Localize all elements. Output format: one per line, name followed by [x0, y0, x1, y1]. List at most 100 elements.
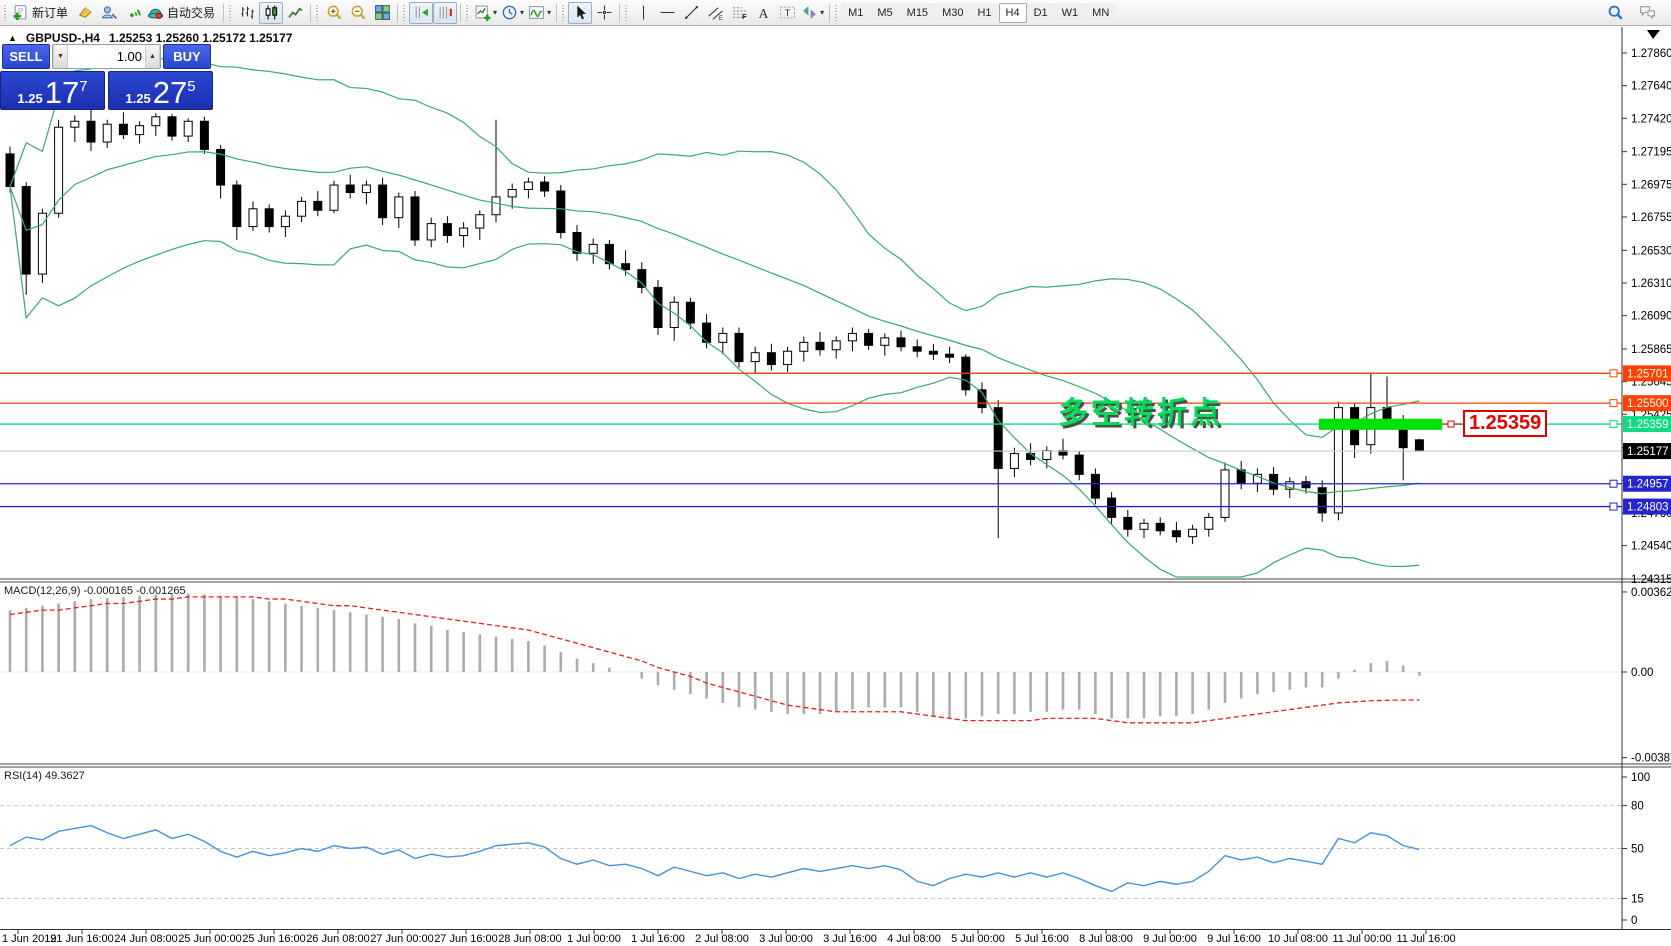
buy-button[interactable]: BUY	[163, 44, 211, 69]
svg-text:1 Jun 2019: 1 Jun 2019	[2, 933, 56, 945]
timeframe-m5-button[interactable]: M5	[870, 2, 900, 23]
svg-text:24 Jun 08:00: 24 Jun 08:00	[114, 933, 178, 945]
toolbar-separator	[619, 3, 621, 22]
text-button[interactable]: A	[751, 2, 775, 24]
zoom-out-icon	[350, 4, 367, 21]
signals-button[interactable]	[121, 2, 145, 24]
sell-button[interactable]: SELL	[2, 44, 50, 69]
timeframe-d1-button[interactable]: D1	[1026, 2, 1055, 23]
volume-input[interactable]	[68, 45, 145, 68]
svg-text:3 Jul 16:00: 3 Jul 16:00	[823, 933, 877, 945]
timeframe-mn-button[interactable]: MN	[1085, 2, 1117, 23]
volume-increase-button[interactable]: ▲	[145, 45, 160, 68]
timeframe-h4-button[interactable]: H4	[998, 2, 1027, 23]
sell-price-display[interactable]: 1.25 17 7	[0, 71, 105, 110]
rsi-scale: 100 80 50 15 0	[1622, 772, 1650, 927]
svg-text:-0.003877: -0.003877	[1631, 753, 1671, 765]
svg-text:5 Jul 00:00: 5 Jul 00:00	[951, 933, 1005, 945]
bar-chart-button[interactable]	[235, 2, 259, 24]
price-tag-label[interactable]: 1.25359	[1463, 410, 1548, 437]
trendline-button[interactable]	[679, 2, 703, 24]
chart-shift-button[interactable]	[433, 1, 458, 24]
metaeditor-icon	[77, 4, 94, 21]
crosshair-icon	[596, 4, 613, 21]
one-click-trading-panel: SELL ▼ ▲ BUY 1.25 17 7 1.25 27 5	[0, 44, 213, 110]
toolbar-separator	[460, 3, 462, 22]
market-watch-button[interactable]	[97, 2, 121, 24]
svg-text:1.27195: 1.27195	[1631, 147, 1671, 159]
new-order-button[interactable]: 新订单	[10, 2, 73, 24]
tile-windows-button[interactable]	[370, 2, 394, 24]
svg-text:1.26755: 1.26755	[1631, 212, 1671, 224]
svg-text:0.003622: 0.003622	[1631, 587, 1671, 599]
pane-frame	[0, 27, 1671, 930]
toolbar-grip	[562, 4, 565, 21]
timeframe-m30-button[interactable]: M30	[935, 2, 971, 23]
timeframe-m1-button[interactable]: M1	[841, 2, 871, 23]
equidistant-channel-icon: E	[707, 4, 724, 21]
chat-button[interactable]	[1635, 2, 1659, 24]
trendline-icon	[683, 4, 700, 21]
svg-text:27 Jun 00:00: 27 Jun 00:00	[370, 933, 434, 945]
label-button[interactable]: T	[775, 2, 799, 24]
rsi-level-lines	[0, 805, 1622, 900]
profiles-button[interactable]: ▾	[499, 2, 526, 24]
equidistant-channel-button[interactable]: E	[703, 2, 727, 24]
bar-chart-icon	[239, 4, 256, 21]
buy-price-display[interactable]: 1.25 27 5	[108, 71, 213, 110]
toolbar-separator	[223, 3, 225, 22]
toolbar-separator	[397, 3, 399, 22]
scale-scroll-marker-icon[interactable]	[1647, 30, 1660, 39]
crosshair-button[interactable]	[592, 2, 616, 24]
zoom-in-button[interactable]	[322, 2, 346, 24]
svg-text:1.26310: 1.26310	[1631, 278, 1671, 290]
search-button[interactable]	[1603, 2, 1627, 24]
svg-text:25 Jun 00:00: 25 Jun 00:00	[178, 933, 242, 945]
fibonacci-button[interactable]: F	[727, 2, 751, 24]
tick-up-icon: ▲	[8, 33, 17, 43]
toolbar-separator	[556, 3, 558, 22]
toolbar-grip	[316, 4, 319, 21]
chevron-down-icon: ▾	[493, 8, 498, 17]
zoom-out-button[interactable]	[346, 2, 370, 24]
svg-text:1.27860: 1.27860	[1631, 48, 1671, 60]
svg-text:1 Jul 16:00: 1 Jul 16:00	[631, 933, 685, 945]
toolbar-grip	[403, 4, 406, 21]
candlestick-chart-button[interactable]	[259, 1, 284, 24]
shapes-button[interactable]: ▾	[799, 2, 826, 24]
auto-scroll-button[interactable]	[409, 1, 434, 24]
vertical-line-button[interactable]	[631, 2, 655, 24]
horizontal-line-button[interactable]	[655, 2, 679, 24]
svg-text:2 Jul 08:00: 2 Jul 08:00	[695, 933, 749, 945]
toolbar-grip	[4, 4, 6, 21]
svg-text:28 Jun 08:00: 28 Jun 08:00	[498, 933, 562, 945]
auto-trading-button[interactable]: 自动交易	[145, 2, 220, 24]
line-chart-button[interactable]	[283, 2, 307, 24]
svg-text:F: F	[742, 12, 747, 21]
svg-text:0.00: 0.00	[1631, 667, 1653, 679]
horizontal-line-icon	[659, 4, 676, 21]
timeframe-w1-button[interactable]: W1	[1054, 2, 1086, 23]
indicators-button[interactable]: ▾	[526, 2, 553, 24]
metaeditor-button[interactable]	[73, 2, 97, 24]
volume-decrease-button[interactable]: ▼	[53, 45, 68, 68]
toolbar-grip	[229, 4, 232, 21]
timeframe-h1-button[interactable]: H1	[970, 2, 999, 23]
timeframe-m15-button[interactable]: M15	[899, 2, 936, 23]
auto-trading-icon	[147, 4, 164, 21]
svg-text:1.24957: 1.24957	[1627, 479, 1669, 491]
svg-text:8 Jul 08:00: 8 Jul 08:00	[1079, 933, 1133, 945]
rsi-indicator-label: RSI(14) 49.3627	[4, 770, 85, 782]
new-chart-button[interactable]: ▾	[472, 2, 499, 24]
cursor-button[interactable]	[568, 1, 593, 24]
candles-layer	[5, 109, 1424, 545]
annotation-text[interactable]: 多空转折点	[1058, 397, 1223, 430]
macd-scale: 0.003622 0.00 -0.003877	[1622, 587, 1671, 765]
vertical-line-icon	[635, 4, 652, 21]
symbol-period-label: GBPUSD-,H4	[25, 31, 100, 45]
svg-text:50: 50	[1631, 844, 1644, 856]
price-marker-labels: 1.25701 1.25500 1.25359 1.24957 1.24803 1.251…	[1623, 365, 1671, 515]
volume-stepper: ▼ ▲	[52, 44, 161, 69]
